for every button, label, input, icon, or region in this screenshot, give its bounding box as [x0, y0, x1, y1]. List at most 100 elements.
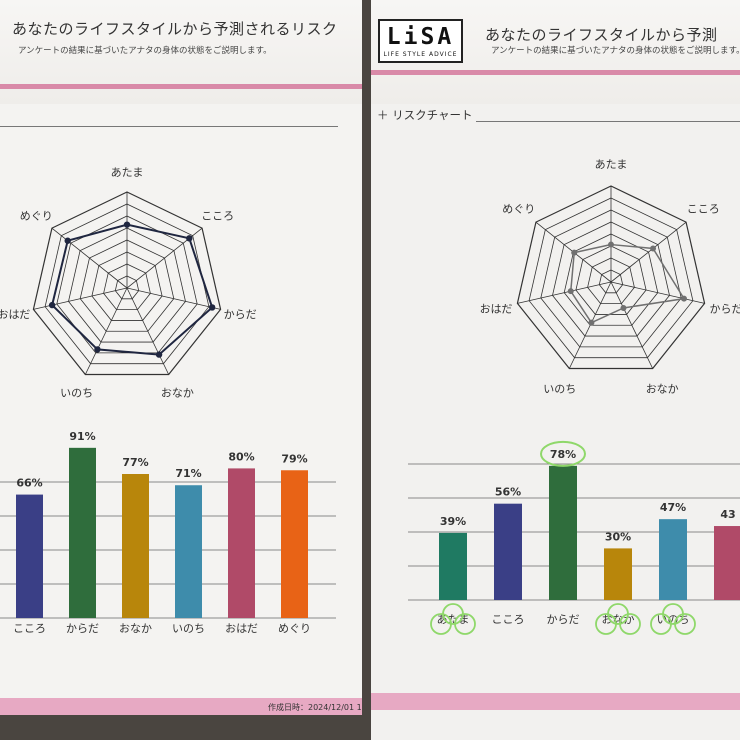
logo-text: LiSA — [386, 24, 455, 50]
bar-category-label: こころ — [13, 622, 46, 635]
radar-axis-label: からだ — [710, 302, 740, 315]
section-rule — [0, 126, 338, 127]
radar-axis-label: こころ — [201, 210, 234, 223]
right-charts: あたまこころからだおなかいのちおはだめぐり39%あたま56%こころ78%からだ3… — [408, 158, 740, 635]
bar — [69, 447, 96, 618]
radar-point — [571, 249, 578, 256]
radar-grid-ring — [103, 263, 151, 311]
creation-date: 作成日時：2024/12/01 16 — [268, 703, 362, 712]
radar-grid-ring — [32, 191, 222, 376]
radar-point — [608, 241, 614, 248]
highlight-flower-mark — [454, 613, 476, 635]
right-sheet: LiSA LIFE STYLE ADVICE あなたのライフスタイルから予測 ア… — [371, 0, 740, 740]
radar-axis-label: からだ — [224, 308, 257, 321]
bar-value-label: 56% — [495, 486, 521, 499]
radar-grid-ring — [516, 185, 706, 370]
bar-category-label: こころ — [492, 613, 525, 626]
bar — [281, 470, 308, 618]
radar-series-line — [51, 223, 214, 356]
bar-category-label: からだ — [66, 622, 99, 635]
bar-category-label: めぐり — [278, 622, 311, 635]
bar — [604, 548, 632, 600]
radar-point — [64, 237, 71, 244]
radar-grid-ring — [552, 221, 670, 337]
highlight-flower-mark — [619, 613, 641, 635]
radar-series-line — [569, 243, 686, 324]
radar-point — [681, 295, 688, 302]
radar-axis-label: あたま — [595, 158, 628, 171]
radar-grid-ring — [587, 257, 635, 305]
lisa-logo: LiSA LIFE STYLE ADVICE — [378, 19, 463, 63]
bar-value-label: 43 — [720, 508, 735, 521]
sheet-subtitle: アンケートの結果に基づいたアナタの身体の状態をご説明します。 — [491, 46, 740, 56]
radar-point — [123, 221, 131, 228]
left-charts: あたまこころからだおなかいのちおはだめぐり66%こころ91%からだ77%おなか7… — [0, 166, 336, 635]
radar-spoke — [126, 287, 221, 310]
bar-value-label: 39% — [440, 515, 466, 528]
radar-point — [208, 304, 216, 311]
radar-grid-ring — [598, 269, 624, 294]
bar — [659, 519, 687, 600]
bar — [175, 485, 202, 618]
radar-spoke — [610, 221, 687, 283]
section-label: ＋ リスクチャート — [377, 108, 473, 122]
footer-band — [371, 693, 740, 710]
bar-value-label: 47% — [660, 501, 686, 514]
radar-axis-label: こころ — [687, 202, 720, 215]
bar-category-label: おなか — [119, 622, 152, 635]
radar-grid-ring — [44, 203, 210, 365]
bar-value-label: 71% — [175, 467, 201, 480]
sheet-subtitle: アンケートの結果に基づいたアナタの身体の状態をご説明します。 — [18, 46, 272, 56]
bar-value-label: 78% — [550, 448, 576, 461]
radar-axis-label: おはだ — [0, 308, 30, 321]
radar-spoke — [126, 287, 170, 375]
header-pink-line — [371, 70, 740, 75]
bar-category-label: おはだ — [225, 622, 258, 635]
radar-grid-ring — [68, 227, 186, 343]
highlight-flower-mark — [674, 613, 696, 635]
radar-axis-label: おはだ — [480, 302, 513, 315]
radar-grid-ring — [114, 275, 140, 300]
radar-spoke — [517, 281, 612, 304]
radar-axis-label: めぐり — [502, 202, 535, 215]
radar-axis-label: いのち — [543, 382, 576, 395]
bar-value-label: 91% — [69, 430, 95, 443]
bar — [494, 503, 522, 600]
radar-spoke — [33, 287, 128, 310]
header-pink-line — [0, 84, 362, 89]
bar — [714, 526, 740, 600]
bar-value-label: 30% — [605, 530, 631, 543]
highlight-circle — [540, 440, 586, 467]
radar-point — [186, 235, 193, 242]
bar-value-label: 77% — [122, 456, 148, 469]
radar-axis-label: いのち — [60, 387, 93, 400]
bar-category-label: からだ — [547, 613, 580, 626]
logo-subtext: LIFE STYLE ADVICE — [383, 51, 458, 58]
bar-value-label: 79% — [281, 452, 307, 465]
radar-point — [620, 304, 627, 311]
radar-point — [155, 351, 163, 358]
radar-axis-label: おなか — [161, 387, 194, 400]
radar-grid-ring — [563, 233, 659, 326]
radar-spoke — [51, 227, 128, 289]
radar-grid-ring — [540, 209, 682, 348]
bar — [549, 465, 577, 600]
radar-point — [650, 245, 657, 252]
bar-category-label: いのち — [172, 622, 205, 635]
radar-point — [48, 301, 56, 309]
radar-axis-label: めぐり — [20, 210, 53, 223]
bar-category-label: あたま — [437, 613, 470, 626]
radar-grid-ring — [91, 251, 163, 321]
radar-grid-ring — [528, 197, 694, 359]
radar-grid-ring — [79, 239, 175, 332]
bar — [439, 532, 467, 600]
bar — [228, 468, 255, 618]
bar — [16, 494, 43, 618]
footer-band — [0, 698, 362, 715]
radar-point — [567, 288, 574, 295]
sheet-title: あなたのライフスタイルから予測されるリスク — [12, 20, 338, 38]
bar-value-label: 66% — [16, 477, 42, 490]
bar-category-label: おなか — [602, 613, 635, 626]
bar-category-label: いのち — [657, 613, 690, 626]
radar-point — [588, 319, 595, 326]
